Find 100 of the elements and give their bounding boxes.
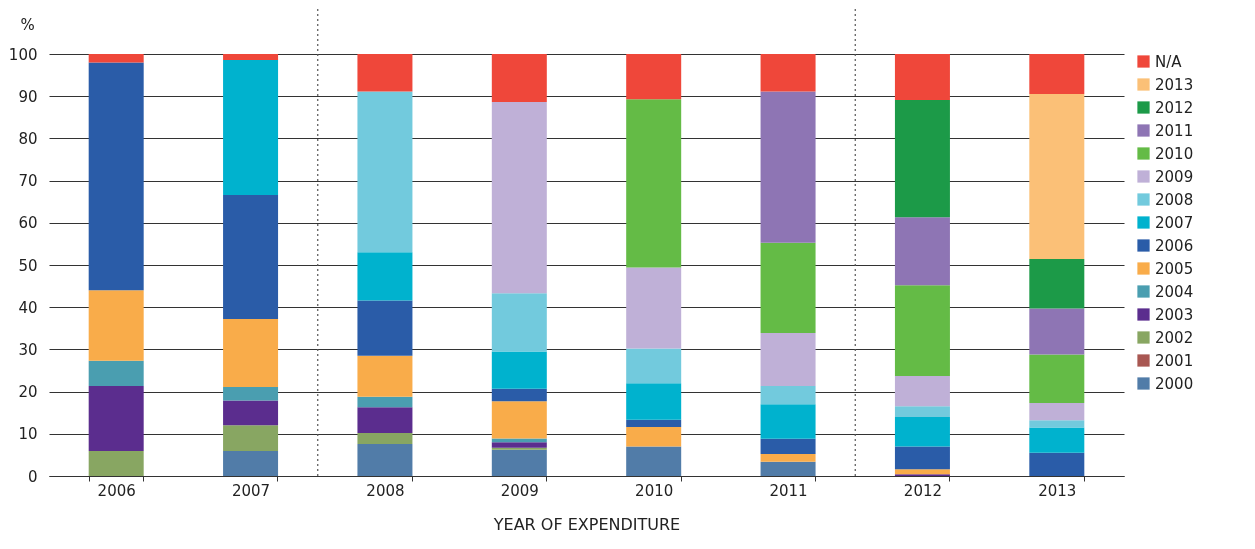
bar — [760, 461, 816, 476]
legend-label: 2003 — [1155, 305, 1194, 324]
bar — [223, 319, 279, 387]
bar — [357, 432, 413, 444]
y-axis-title: % — [20, 15, 35, 34]
bar — [357, 443, 413, 476]
y-tick-label: 30 — [18, 340, 38, 359]
legend-label: 2001 — [1155, 351, 1194, 370]
bar — [357, 54, 413, 92]
bar — [223, 386, 279, 401]
legend-label: 2012 — [1155, 98, 1194, 117]
bar — [491, 351, 547, 389]
bar — [760, 386, 816, 405]
bar — [88, 451, 144, 476]
bar — [357, 355, 413, 397]
bar — [223, 194, 279, 320]
bar — [894, 375, 950, 407]
bar — [1029, 54, 1085, 95]
y-tick-label: 70 — [18, 172, 38, 191]
bar — [223, 451, 279, 476]
legend-label: N/A — [1155, 52, 1183, 71]
legend-label: 2007 — [1155, 213, 1194, 232]
bar — [1029, 402, 1085, 421]
bar — [626, 419, 682, 428]
bar — [223, 54, 279, 60]
bar — [894, 416, 950, 447]
bar — [357, 407, 413, 433]
x-tick-label: 2009 — [500, 481, 539, 500]
bar — [1029, 420, 1085, 428]
legend-label: 2013 — [1155, 75, 1194, 94]
bar — [491, 442, 547, 448]
bar — [626, 54, 682, 100]
y-tick-label: 10 — [18, 425, 38, 444]
y-tick-label: 50 — [18, 256, 38, 275]
bar — [760, 54, 816, 92]
bar — [626, 267, 682, 349]
bar — [760, 454, 816, 462]
x-tick-label: 2010 — [635, 481, 674, 500]
bar — [491, 54, 547, 103]
bar — [626, 383, 682, 420]
bar — [357, 91, 413, 253]
y-tick-label: 60 — [18, 214, 38, 233]
bar — [223, 425, 279, 452]
bar — [894, 100, 950, 218]
bar — [223, 59, 279, 195]
bar — [491, 447, 547, 450]
bar — [626, 348, 682, 384]
legend-label: 2002 — [1155, 328, 1194, 347]
bar — [760, 91, 816, 243]
bar — [357, 396, 413, 408]
bar — [491, 401, 547, 439]
bar — [1029, 354, 1085, 403]
x-tick-label: 2012 — [903, 481, 943, 500]
y-tick-label: 90 — [18, 87, 38, 106]
bar — [88, 290, 144, 361]
y-tick-label: 0 — [27, 467, 38, 486]
bar — [894, 217, 950, 286]
legend-label: 2000 — [1155, 374, 1194, 393]
bar — [1029, 452, 1085, 476]
bar — [760, 242, 816, 333]
bar — [1029, 259, 1085, 309]
y-tick-label: 40 — [18, 298, 38, 317]
legend-label: 2011 — [1155, 121, 1194, 140]
x-tick-label: 2013 — [1038, 481, 1077, 500]
bar — [491, 438, 547, 443]
legend-label: 2010 — [1155, 144, 1194, 163]
y-tick-label: 80 — [18, 129, 38, 148]
y-tick-label: 20 — [18, 383, 38, 402]
bar — [1029, 308, 1085, 355]
bar — [88, 360, 144, 387]
bar — [491, 388, 547, 402]
bar — [894, 285, 950, 376]
legend-label: 2005 — [1155, 259, 1194, 278]
bar — [88, 386, 144, 452]
bar — [491, 293, 547, 352]
bar — [894, 406, 950, 417]
legend-label: 2006 — [1155, 236, 1194, 255]
bar — [760, 332, 816, 387]
bar — [626, 446, 682, 476]
bar — [894, 446, 950, 470]
x-tick-label: 2008 — [366, 481, 405, 500]
bar — [760, 438, 816, 455]
bar — [1029, 94, 1085, 260]
bar — [357, 252, 413, 301]
bar — [357, 300, 413, 356]
x-tick-label: 2011 — [769, 481, 808, 500]
bar — [760, 404, 816, 439]
bar — [491, 102, 547, 294]
bar — [626, 99, 682, 268]
legend-label: 2004 — [1155, 282, 1194, 301]
bar — [223, 400, 279, 426]
bar — [894, 469, 950, 475]
bar — [88, 54, 144, 63]
legend-label: 2008 — [1155, 190, 1194, 209]
bar — [88, 62, 144, 291]
x-tick-label: 2006 — [97, 481, 136, 500]
x-axis-title: YEAR OF EXPENDITURE — [492, 514, 681, 534]
bar — [491, 449, 547, 476]
x-tick-label: 2007 — [231, 481, 271, 500]
bar — [626, 427, 682, 447]
